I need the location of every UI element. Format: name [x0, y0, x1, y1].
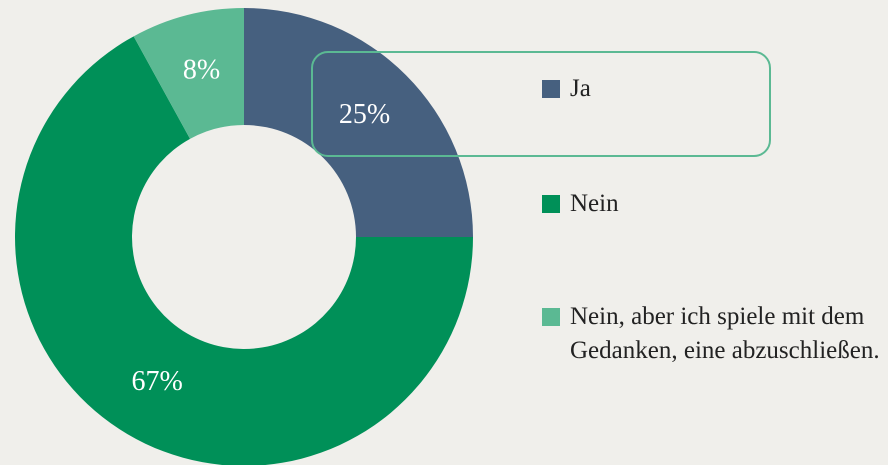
slice-label: 67%	[132, 366, 183, 397]
legend-item: Ja	[542, 72, 882, 106]
legend-swatch	[542, 308, 560, 326]
legend-swatch	[542, 195, 560, 213]
donut-slice	[244, 8, 473, 237]
legend-label: Nein, aber ich spiele mit dem Gedanken, …	[570, 303, 880, 364]
legend-label: Ja	[570, 75, 591, 102]
legend-swatch	[542, 80, 560, 98]
legend-item: Nein	[542, 187, 882, 221]
slice-label: 25%	[339, 99, 390, 130]
donut-slice	[15, 36, 473, 465]
highlight-box	[311, 51, 771, 157]
legend-item: Nein, aber ich spiele mit dem Gedanken, …	[542, 300, 882, 368]
legend-label: Nein	[570, 190, 619, 217]
slice-label: 8%	[183, 54, 220, 85]
donut-slice	[133, 8, 244, 139]
